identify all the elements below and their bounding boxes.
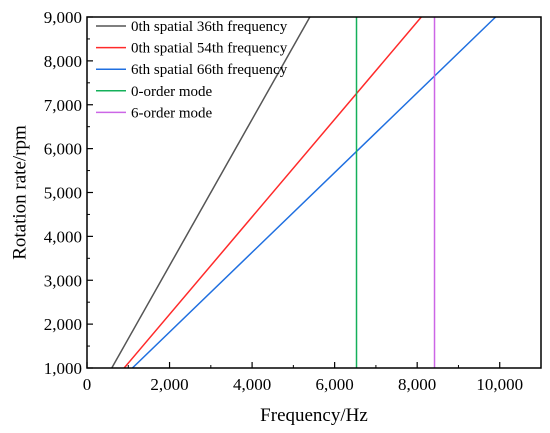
y-tick-label: 2,000: [44, 315, 82, 334]
x-tick-label: 4,000: [233, 375, 271, 394]
y-tick-label: 1,000: [44, 359, 82, 378]
legend-label-3: 0-order mode: [131, 84, 213, 100]
y-axis-title: Rotation rate/rpm: [9, 125, 30, 260]
plot-lines: [111, 16, 497, 369]
y-tick-label: 5,000: [44, 184, 82, 203]
legend-label-0: 0th spatial 36th frequency: [131, 19, 288, 35]
legend: 0th spatial 36th frequency 0th spatial 54…: [96, 19, 288, 121]
y-axis-ticks: 1,000 2,000 3,000 4,000 5,000 6,000 7,000 8,000…: [44, 8, 93, 378]
x-tick-label: 10,000: [476, 375, 523, 394]
legend-label-1: 0th spatial 54th frequency: [131, 41, 288, 57]
y-tick-label: 8,000: [44, 52, 82, 71]
x-tick-label: 2,000: [150, 375, 188, 394]
legend-label-2: 6th spatial 66th frequency: [131, 62, 288, 78]
y-tick-label: 4,000: [44, 227, 82, 246]
y-tick-label: 3,000: [44, 271, 82, 290]
series-line-0: [111, 16, 311, 369]
y-tick-label: 9,000: [44, 8, 82, 27]
legend-label-4: 6-order mode: [131, 105, 213, 121]
x-tick-label: 8,000: [398, 375, 436, 394]
y-tick-label: 6,000: [44, 140, 82, 159]
y-tick-label: 7,000: [44, 96, 82, 115]
plot-frame: [86, 16, 542, 369]
series-line-1: [123, 16, 422, 369]
x-axis-title: Frequency/Hz: [260, 405, 368, 426]
x-tick-label: 0: [83, 375, 92, 394]
x-axis-ticks: 0 2,000 4,000 6,000 8,000 10,000: [83, 362, 523, 394]
x-tick-label: 6,000: [316, 375, 354, 394]
